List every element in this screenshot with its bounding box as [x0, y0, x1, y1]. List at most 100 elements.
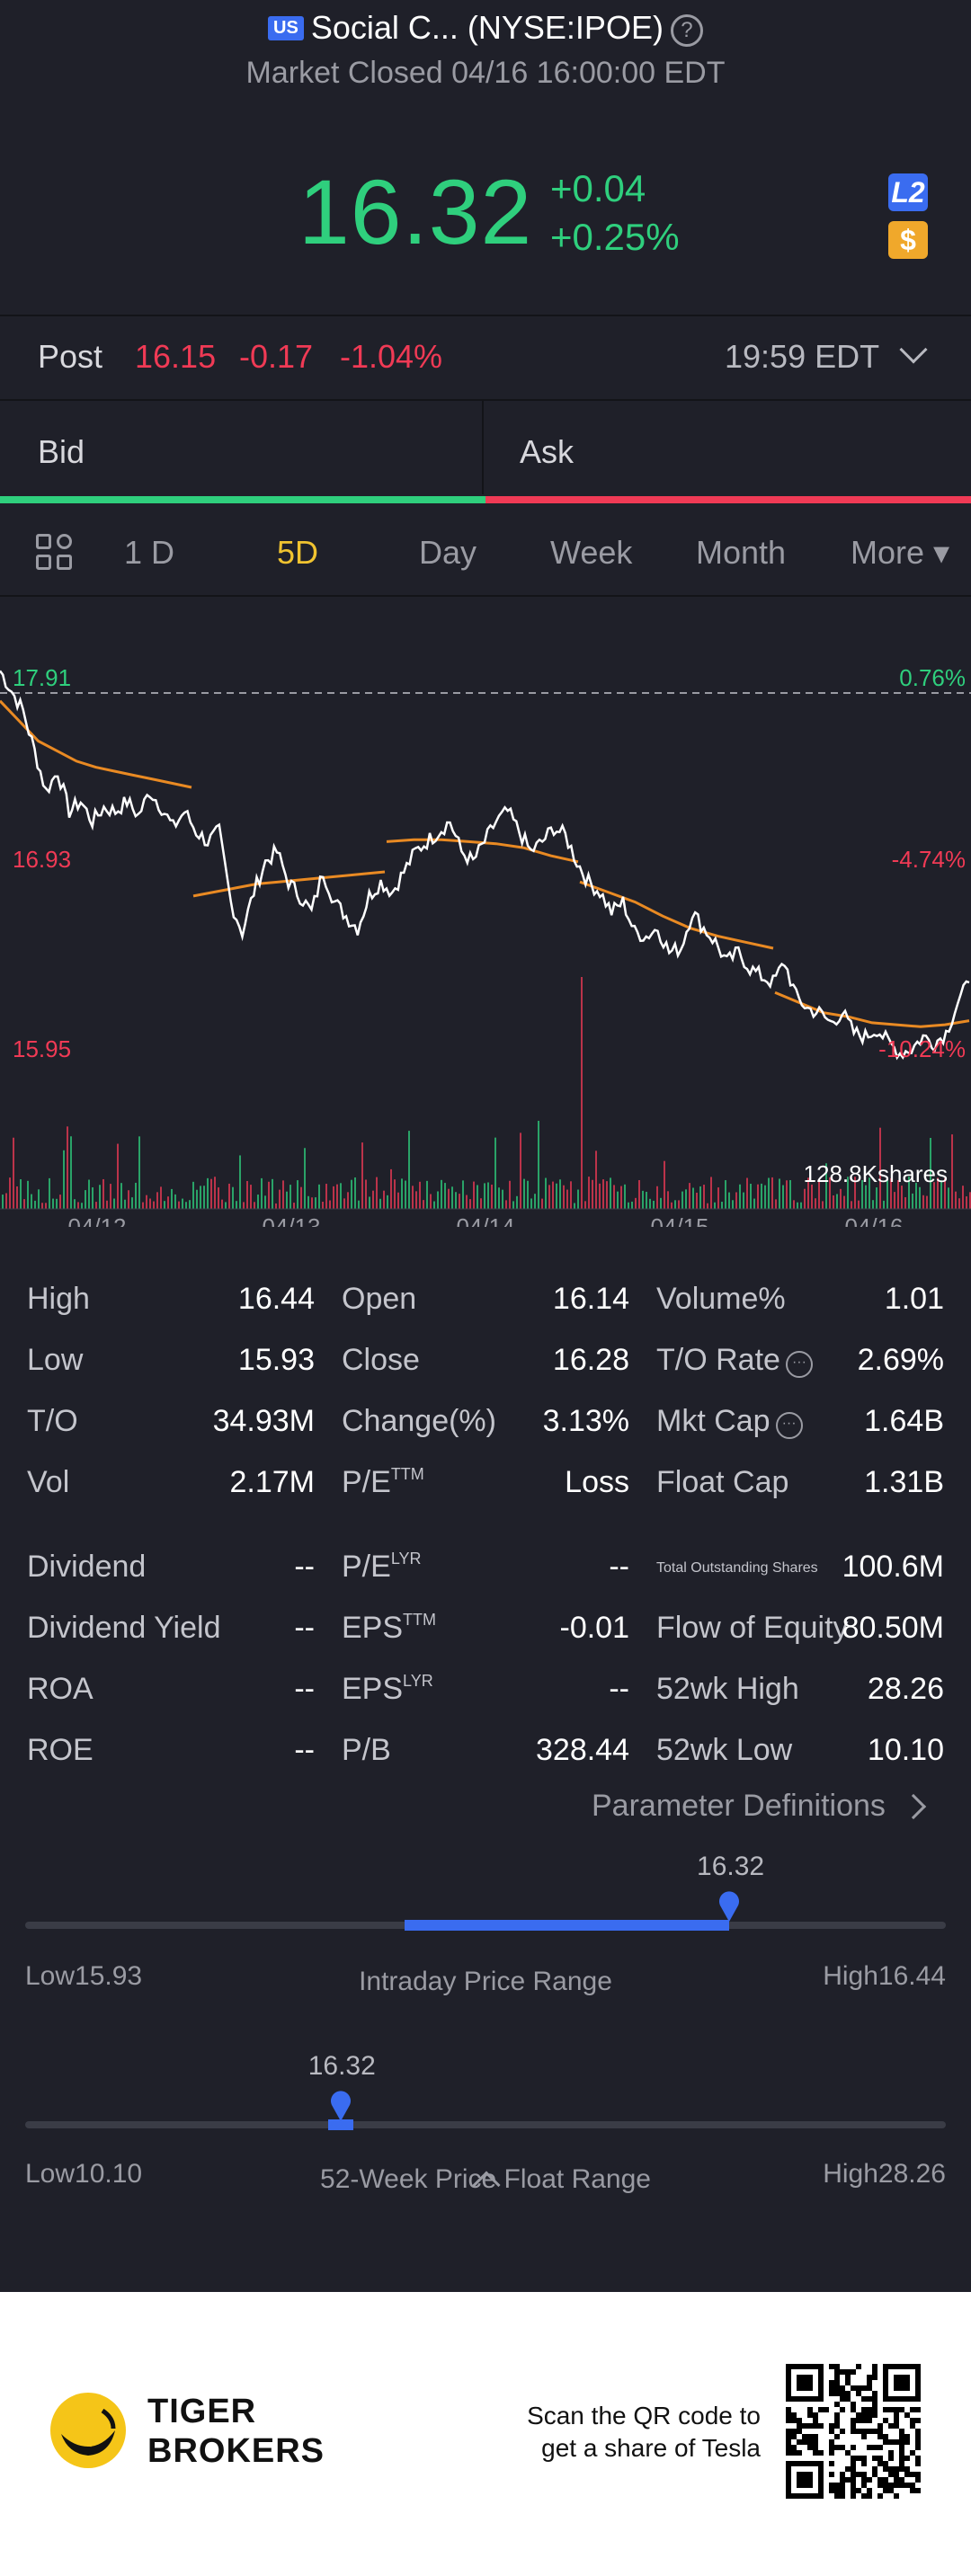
tab-week[interactable]: Week — [550, 534, 633, 571]
volume-bar — [318, 1184, 320, 1209]
volume-bar — [444, 1183, 446, 1209]
volume-bar — [588, 1177, 590, 1209]
stat-label: ROA — [27, 1672, 94, 1706]
volume-bar — [491, 1184, 493, 1209]
volume-bar — [232, 1186, 234, 1209]
stat-label: 52wk High — [656, 1672, 799, 1707]
volume-bar — [487, 1182, 489, 1209]
chart-layout-icon[interactable] — [36, 534, 74, 572]
volume-bar — [800, 1202, 802, 1209]
volume-bar — [156, 1192, 158, 1209]
info-icon[interactable]: ··· — [775, 1412, 803, 1439]
volume-bar — [750, 1184, 752, 1209]
volume-bar — [653, 1200, 655, 1209]
stat-value: 2.69% — [857, 1343, 944, 1377]
qr-code-icon[interactable] — [786, 2364, 921, 2499]
volume-bar — [613, 1185, 615, 1209]
volume-bar — [833, 1195, 834, 1209]
volume-bar — [451, 1186, 453, 1209]
price-change-percent: +0.25% — [550, 216, 680, 258]
post-market-time[interactable]: 19:59 EDT — [725, 338, 880, 375]
info-icon[interactable]: ··· — [785, 1351, 813, 1378]
volume-bar — [793, 1200, 795, 1209]
volume-bar — [685, 1189, 687, 1209]
week52-range-fill — [327, 2119, 353, 2130]
volume-bar — [854, 1177, 856, 1209]
stat-label: P/B — [342, 1733, 391, 1768]
volume-bar — [635, 1197, 637, 1209]
post-market-label: Post — [38, 338, 103, 375]
price-chart[interactable]: 17.91 16.93 15.95 0.76% -4.74% -10.24% 1… — [0, 598, 971, 1240]
volume-bar — [261, 1177, 263, 1209]
volume-bar — [840, 1188, 842, 1209]
volume-bar — [919, 1186, 921, 1209]
volume-bar — [703, 1185, 705, 1209]
tab-month[interactable]: Month — [696, 534, 787, 571]
volume-bar — [56, 1198, 58, 1209]
volume-bar — [494, 1137, 496, 1209]
market-status: Market Closed 04/16 16:00:00 EDT — [245, 56, 726, 90]
volume-bar — [786, 1180, 788, 1209]
volume-bar — [689, 1183, 690, 1209]
volume-bar — [207, 1177, 209, 1209]
volume-bar — [225, 1202, 227, 1209]
help-icon[interactable]: ? — [670, 14, 703, 47]
promo-text-line2: get a share of Tesla — [541, 2434, 761, 2462]
volume-bar — [530, 1198, 532, 1209]
volume-bar — [343, 1198, 345, 1209]
stat-label: Dividend Yield — [27, 1611, 221, 1645]
chevron-right-icon[interactable] — [900, 1793, 927, 1820]
volume-bar — [869, 1177, 870, 1209]
volume-bar — [757, 1184, 759, 1209]
volume-bar — [297, 1180, 298, 1209]
tab-more[interactable]: More ▾ — [851, 534, 950, 571]
volume-bar — [624, 1184, 626, 1209]
volume-bar — [322, 1201, 324, 1209]
week52-marker-icon — [330, 2091, 351, 2121]
volume-bar — [649, 1198, 651, 1209]
chevron-down-icon[interactable] — [899, 335, 928, 364]
tab-1d[interactable]: 1 D — [124, 534, 175, 571]
ask-label: Ask — [520, 433, 575, 470]
volume-bar — [74, 1199, 76, 1209]
brand-name-line1: TIGER — [147, 2393, 257, 2430]
divider — [0, 399, 971, 401]
level2-icon[interactable]: L2 — [888, 173, 928, 211]
volume-bar — [365, 1179, 367, 1209]
volume-bar — [606, 1181, 608, 1209]
volume-bar — [847, 1177, 849, 1209]
parameter-definitions-link[interactable]: Parameter Definitions — [592, 1789, 886, 1823]
volume-bar — [135, 1182, 137, 1209]
pct-label-mid: -4.74% — [892, 846, 966, 873]
volume-bar — [379, 1198, 381, 1209]
volume-bar — [617, 1191, 619, 1209]
volume-bar — [430, 1194, 432, 1209]
volume-bar — [214, 1177, 216, 1209]
volume-bar — [336, 1184, 338, 1209]
dollar-icon[interactable]: $ — [888, 221, 928, 259]
bid-label: Bid — [38, 433, 85, 470]
stock-title[interactable]: US Social C... (NYSE:IPOE)? — [0, 9, 971, 47]
volume-bar — [505, 1200, 507, 1209]
volume-bar — [106, 1200, 108, 1209]
stat-label: Mkt Cap ··· — [656, 1404, 803, 1439]
stat-value: 1.01 — [884, 1282, 944, 1316]
volume-bar — [45, 1203, 47, 1209]
stock-name: Social C... (NYSE:IPOE) — [310, 9, 664, 46]
volume-bar — [243, 1202, 245, 1209]
volume-bar — [843, 1195, 845, 1209]
volume-bar — [829, 1177, 831, 1209]
volume-bar — [250, 1185, 252, 1209]
tab-day[interactable]: Day — [419, 534, 477, 571]
volume-bar — [851, 1201, 852, 1209]
tab-5d[interactable]: 5D — [277, 534, 319, 571]
volume-bar — [836, 1194, 838, 1209]
volume-bar — [174, 1194, 176, 1209]
stat-value: -- — [294, 1672, 315, 1706]
stat-label: EPSTTM — [342, 1611, 436, 1646]
volume-bar — [369, 1196, 370, 1209]
volume-bar — [811, 1184, 813, 1209]
volume-bar — [674, 1200, 676, 1209]
volume-bar — [185, 1202, 187, 1209]
volume-bar — [660, 1197, 662, 1209]
